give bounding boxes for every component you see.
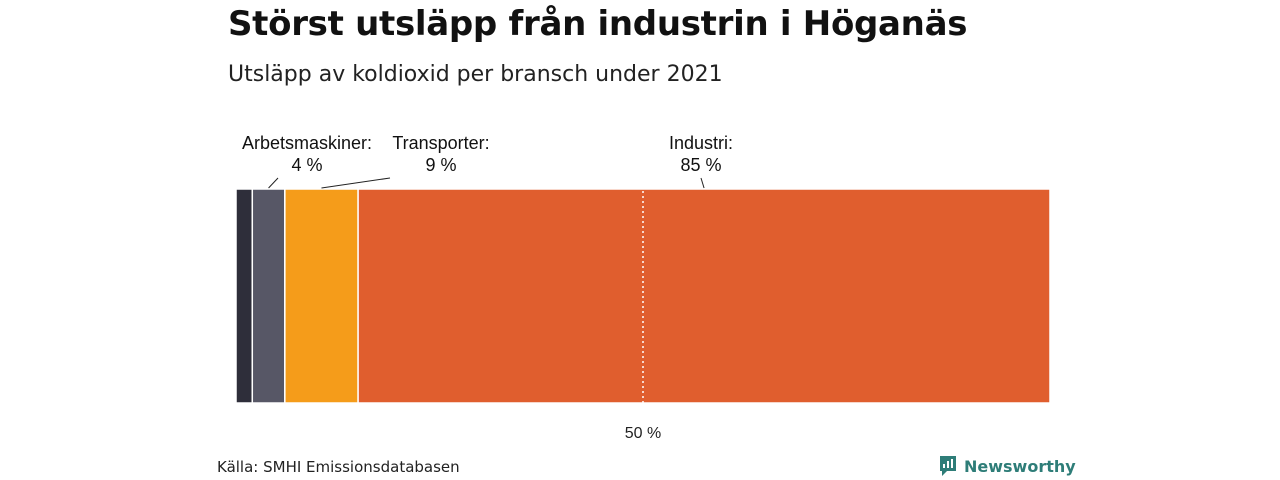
segment-leader-arbetsmaskiner (268, 177, 279, 189)
segment-value-transporter: 9 % (425, 155, 456, 175)
source-note: Källa: SMHI Emissionsdatabasen (217, 458, 460, 476)
segment-label-industri: Industri: (669, 133, 733, 153)
bar-segment-industri (357, 188, 1051, 404)
segment-label-transporter: Transporter: (392, 133, 489, 153)
brand-name: Newsworthy (964, 456, 1076, 476)
segment-label-arbetsmaskiner: Arbetsmaskiner: (242, 133, 372, 153)
newsworthy-logo-icon (940, 456, 956, 476)
bar-segment--vrigt (235, 188, 254, 404)
segment-leader-industri (700, 177, 705, 189)
stacked-bar-chart: 50 % Arbetsmaskiner:4 % Transporter:9 % Ind… (235, 133, 1051, 442)
chart-title: Störst utsläpp från industrin i Höganäs (228, 4, 968, 44)
bar-segment-arbetsmaskiner (251, 188, 286, 404)
segment-leader-transporter (321, 177, 391, 189)
reference-label-50: 50 % (625, 425, 661, 442)
chart-subtitle: Utsläpp av koldioxid per bransch under 2… (228, 62, 723, 87)
bar-segment-transporter (284, 188, 359, 404)
segment-value-industri: 85 % (680, 155, 721, 175)
segment-value-arbetsmaskiner: 4 % (291, 155, 322, 175)
brand-logo: Newsworthy (938, 455, 1076, 477)
